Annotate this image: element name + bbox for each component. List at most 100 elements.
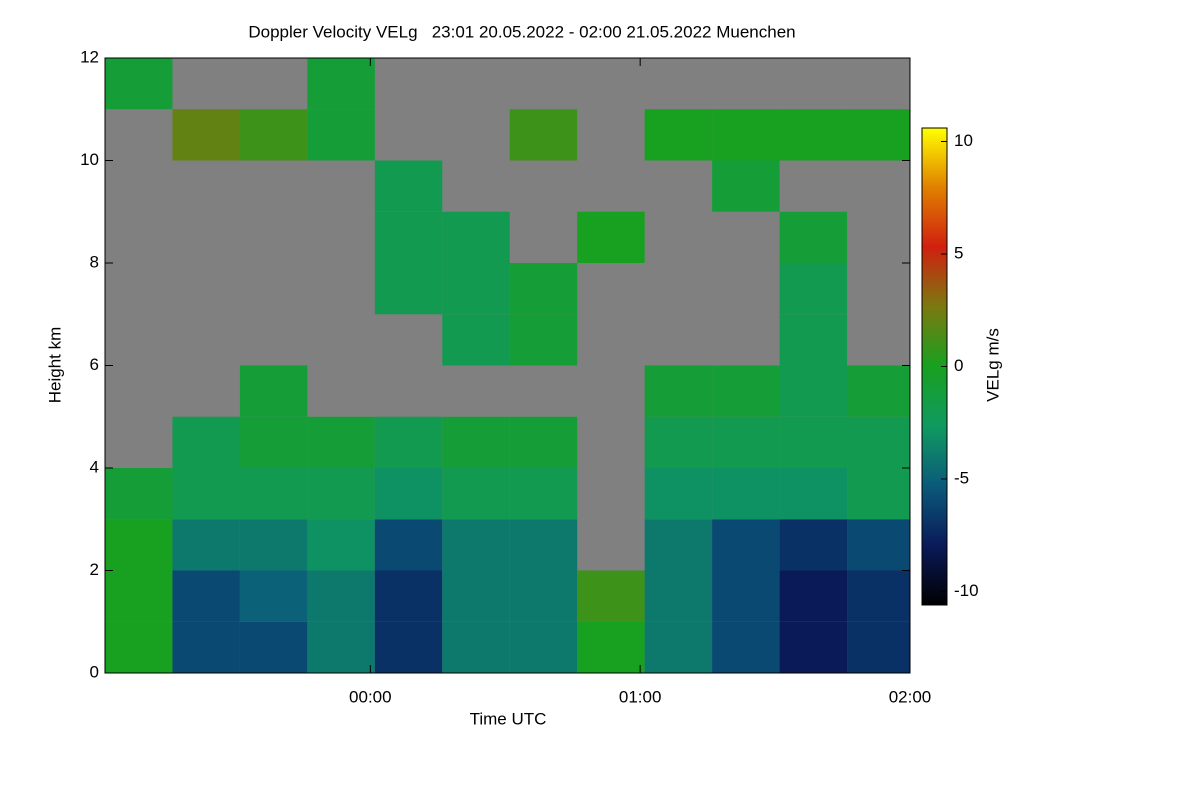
y-tick-label: 10 [80, 150, 99, 169]
cell [779, 314, 848, 366]
colorbar-tick-label: 0 [954, 356, 963, 375]
cell [712, 519, 780, 571]
cell [644, 519, 713, 571]
y-tick-label: 2 [90, 560, 99, 579]
cell [239, 519, 308, 571]
cell [847, 621, 910, 673]
cell [712, 109, 780, 161]
cell [239, 570, 308, 622]
x-tick-label: 01:00 [619, 687, 662, 706]
cell [779, 211, 848, 263]
cell [509, 621, 578, 673]
cell [577, 211, 645, 263]
cell [779, 109, 848, 161]
cell [779, 468, 848, 520]
cell [442, 621, 510, 673]
cell [307, 468, 375, 520]
cell [307, 416, 375, 468]
cell [509, 416, 578, 468]
cell [105, 468, 173, 520]
cell [374, 621, 443, 673]
cell [105, 58, 173, 110]
cell [105, 519, 173, 571]
cell [105, 621, 173, 673]
cell [847, 109, 910, 161]
cell [442, 468, 510, 520]
cell [239, 365, 308, 417]
y-tick-label: 4 [90, 457, 99, 476]
cell [847, 468, 910, 520]
y-tick-label: 0 [90, 662, 99, 681]
cell [172, 519, 240, 571]
cell [374, 416, 443, 468]
cell [779, 621, 848, 673]
cell [509, 314, 578, 366]
cell [374, 468, 443, 520]
cell [374, 211, 443, 263]
cell [712, 365, 780, 417]
cell [644, 468, 713, 520]
cell [644, 570, 713, 622]
cell [307, 519, 375, 571]
cell [509, 263, 578, 315]
cell [779, 365, 848, 417]
cell [712, 570, 780, 622]
cell [307, 621, 375, 673]
cell [442, 263, 510, 315]
cell [239, 416, 308, 468]
cell [374, 570, 443, 622]
colorbar-tick-label: -10 [954, 581, 979, 600]
cell [644, 416, 713, 468]
cell [509, 109, 578, 161]
cell [239, 621, 308, 673]
cell [779, 263, 848, 315]
cell [172, 621, 240, 673]
cell [442, 519, 510, 571]
cell [779, 519, 848, 571]
colorbar-tick-label: -5 [954, 468, 969, 487]
cell [847, 519, 910, 571]
colorbar-tick-label: 10 [954, 131, 973, 150]
cell [442, 416, 510, 468]
y-tick-label: 6 [90, 355, 99, 374]
cell [307, 570, 375, 622]
cell [847, 365, 910, 417]
chart-title: Doppler Velocity VELg 23:01 20.05.2022 -… [248, 22, 795, 41]
cell [105, 570, 173, 622]
cell [712, 468, 780, 520]
y-tick-label: 12 [80, 47, 99, 66]
cell [307, 58, 375, 110]
colorbar-label: VELg m/s [983, 328, 1002, 402]
cell [172, 468, 240, 520]
x-tick-label: 02:00 [889, 687, 932, 706]
cell [172, 570, 240, 622]
x-axis-label: Time UTC [470, 709, 547, 728]
cell [442, 211, 510, 263]
cell [172, 109, 240, 161]
cell [577, 621, 645, 673]
cell [644, 621, 713, 673]
cell [374, 263, 443, 315]
cell [779, 570, 848, 622]
cell [847, 570, 910, 622]
cell [239, 468, 308, 520]
cell [509, 570, 578, 622]
y-tick-label: 8 [90, 252, 99, 271]
cell [239, 109, 308, 161]
cell [644, 109, 713, 161]
cell [644, 365, 713, 417]
cell [779, 416, 848, 468]
cell [307, 109, 375, 161]
cell [712, 621, 780, 673]
cell [577, 570, 645, 622]
y-axis-label: Height km [45, 327, 64, 404]
cell [712, 416, 780, 468]
cell [442, 314, 510, 366]
cell [374, 160, 443, 212]
cell [712, 160, 780, 212]
cell [442, 570, 510, 622]
cell [847, 416, 910, 468]
x-tick-label: 00:00 [349, 687, 392, 706]
cell [172, 416, 240, 468]
